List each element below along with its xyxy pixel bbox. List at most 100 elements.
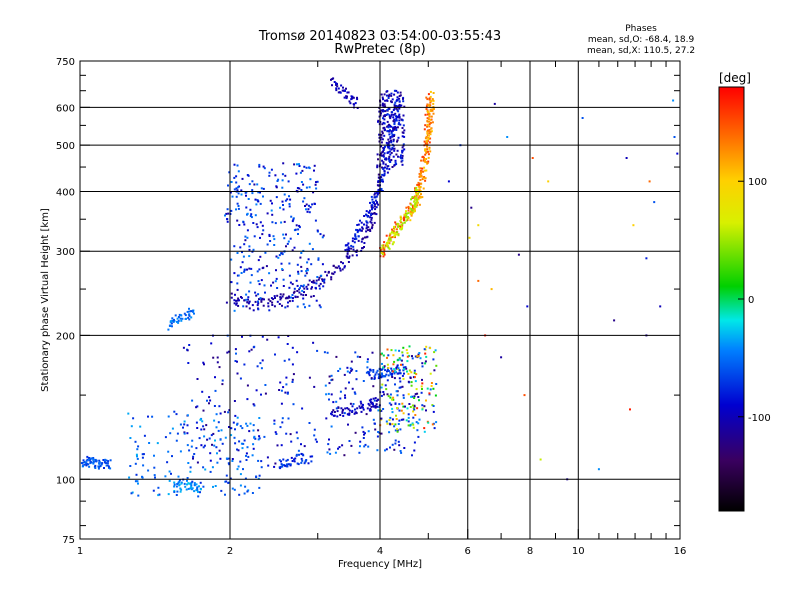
data-point (286, 242, 289, 245)
data-point (310, 460, 313, 463)
data-point (196, 427, 199, 429)
data-point (390, 125, 392, 128)
data-point (359, 440, 362, 443)
data-point (392, 138, 395, 141)
data-point (363, 445, 366, 448)
data-point (396, 359, 399, 362)
data-point (175, 439, 178, 442)
data-point (274, 222, 277, 225)
data-point (302, 294, 305, 297)
data-point (276, 180, 279, 182)
data-point (401, 146, 404, 149)
data-point (256, 304, 259, 307)
data-point (390, 148, 393, 151)
data-point (195, 447, 198, 450)
data-point (311, 286, 313, 289)
data-point (305, 166, 308, 169)
data-point (425, 139, 428, 142)
data-point (295, 279, 298, 282)
data-point (348, 371, 351, 374)
data-point (316, 349, 319, 352)
data-point (386, 165, 389, 168)
data-point (369, 368, 372, 371)
data-point (323, 351, 326, 354)
data-point (413, 405, 416, 408)
data-point (331, 413, 334, 416)
data-point (392, 129, 394, 132)
data-point (423, 128, 426, 131)
data-point (360, 229, 363, 232)
data-point (426, 130, 429, 133)
data-point (396, 96, 399, 99)
data-point (279, 293, 282, 296)
data-point (381, 253, 384, 255)
data-point (237, 297, 240, 300)
data-point (335, 407, 338, 410)
data-point (429, 95, 432, 98)
data-point (179, 450, 182, 453)
data-point (360, 410, 363, 413)
data-point (298, 224, 301, 227)
data-point (394, 119, 397, 122)
data-point (248, 267, 251, 270)
data-point (352, 403, 355, 405)
data-point (180, 482, 183, 485)
data-point (285, 432, 288, 435)
data-point (413, 208, 416, 211)
data-point (348, 409, 351, 412)
data-point (383, 126, 386, 129)
data-point (269, 300, 272, 303)
data-point (379, 249, 382, 252)
data-point (248, 245, 251, 248)
data-point (352, 248, 355, 251)
data-point (306, 269, 309, 272)
data-point (291, 294, 294, 296)
data-point (134, 480, 137, 483)
data-point (245, 293, 248, 296)
data-point (632, 224, 635, 227)
data-point (281, 421, 284, 424)
data-point (415, 192, 418, 195)
data-point (382, 246, 385, 249)
data-point (219, 412, 222, 415)
data-point (391, 418, 394, 421)
data-point (237, 465, 240, 468)
data-point (83, 461, 86, 463)
data-point (250, 274, 253, 277)
data-point (333, 81, 336, 83)
data-point (409, 212, 412, 215)
data-point (288, 358, 291, 361)
data-point (237, 304, 240, 307)
data-point (389, 423, 392, 426)
data-point (142, 464, 145, 467)
data-point (354, 351, 357, 354)
data-point (383, 251, 386, 254)
data-point (413, 372, 416, 375)
data-point (365, 210, 368, 213)
data-point (406, 218, 409, 221)
data-point (428, 392, 431, 395)
data-point (132, 417, 135, 420)
data-point (298, 187, 301, 190)
data-point (191, 480, 194, 483)
data-point (197, 490, 199, 493)
data-point (389, 232, 392, 235)
data-point (281, 417, 284, 420)
data-point (355, 411, 357, 414)
data-point (258, 486, 261, 489)
data-point (348, 381, 350, 384)
data-point (186, 349, 189, 352)
data-point (344, 249, 347, 252)
data-point (311, 203, 314, 206)
data-point (232, 421, 235, 424)
data-point (390, 374, 393, 377)
data-point (340, 407, 343, 410)
data-point (85, 459, 88, 462)
data-point (399, 123, 402, 126)
data-point (226, 220, 229, 223)
data-point (414, 355, 417, 358)
data-point (422, 170, 425, 173)
data-point (382, 408, 385, 410)
data-point (341, 268, 344, 271)
